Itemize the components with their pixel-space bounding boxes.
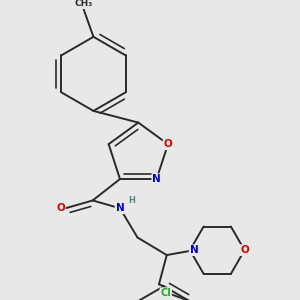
Text: Cl: Cl (160, 288, 171, 298)
Text: N: N (152, 174, 161, 184)
Text: CH₃: CH₃ (75, 0, 93, 8)
Text: O: O (240, 245, 249, 255)
Text: O: O (164, 139, 172, 149)
Text: H: H (128, 196, 135, 205)
Text: O: O (56, 203, 65, 213)
Text: N: N (116, 203, 124, 213)
Text: N: N (190, 245, 198, 255)
